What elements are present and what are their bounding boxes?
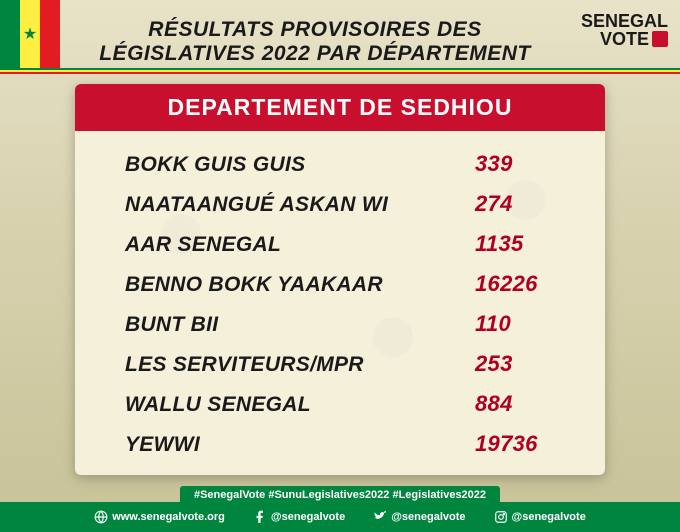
logo-line2-wrap: VOTE: [581, 30, 668, 48]
page-title: RÉSULTATS PROVISOIRES DES LÉGISLATIVES 2…: [70, 18, 560, 66]
result-row: BOKK GUIS GUIS 339: [125, 151, 555, 177]
party-name: BOKK GUIS GUIS: [125, 153, 305, 177]
card-title: DEPARTEMENT DE SEDHIOU: [75, 84, 605, 131]
footer-website-text: www.senegalvote.org: [112, 511, 225, 523]
tricolor-divider: [0, 68, 680, 74]
footer-facebook-text: @senegalvote: [271, 511, 345, 523]
party-name: AAR SENEGAL: [125, 233, 281, 257]
footer-instagram: @senegalvote: [494, 510, 586, 524]
twitter-icon: [373, 510, 387, 524]
party-name: BUNT BII: [125, 313, 218, 337]
vote-count: 16226: [475, 271, 555, 297]
result-row: BENNO BOKK YAAKAAR 16226: [125, 271, 555, 297]
flag-stripe-yellow: ★: [20, 0, 40, 68]
logo-line2: VOTE: [600, 30, 649, 48]
logo-line1: SENEGAL: [581, 12, 668, 30]
results-card: DEPARTEMENT DE SEDHIOU BOKK GUIS GUIS 339…: [75, 84, 605, 475]
result-row: YEWWI 19736: [125, 431, 555, 457]
senegal-flag: ★: [0, 0, 60, 68]
footer-hashtags: #SenegalVote #SunuLegislatives2022 #Legi…: [180, 486, 500, 504]
results-list: BOKK GUIS GUIS 339 NAATAANGUÉ ASKAN WI 274 A…: [75, 131, 605, 475]
vote-count: 884: [475, 391, 555, 417]
instagram-icon: [494, 510, 508, 524]
flag-star-icon: ★: [23, 24, 37, 44]
flag-stripe-green: [0, 0, 20, 68]
result-row: AAR SENEGAL 1135: [125, 231, 555, 257]
vote-count: 339: [475, 151, 555, 177]
flag-stripe-red: [40, 0, 60, 68]
vote-count: 1135: [475, 231, 555, 257]
party-name: LES SERVITEURS/MPR: [125, 353, 364, 377]
vote-count: 274: [475, 191, 555, 217]
footer-instagram-text: @senegalvote: [512, 511, 586, 523]
result-row: LES SERVITEURS/MPR 253: [125, 351, 555, 377]
footer-website: www.senegalvote.org: [94, 510, 225, 524]
party-name: NAATAANGUÉ ASKAN WI: [125, 193, 388, 217]
party-name: WALLU SENEGAL: [125, 393, 311, 417]
vote-count: 110: [475, 311, 555, 337]
footer-twitter-text: @senegalvote: [391, 511, 465, 523]
vote-count: 19736: [475, 431, 555, 457]
facebook-icon: [253, 510, 267, 524]
vote-count: 253: [475, 351, 555, 377]
footer-bar: #SenegalVote #SunuLegislatives2022 #Legi…: [0, 502, 680, 532]
result-row: WALLU SENEGAL 884: [125, 391, 555, 417]
party-name: BENNO BOKK YAAKAAR: [125, 273, 383, 297]
result-row: NAATAANGUÉ ASKAN WI 274: [125, 191, 555, 217]
globe-icon: [94, 510, 108, 524]
footer-twitter: @senegalvote: [373, 510, 465, 524]
brand-logo: SENEGAL VOTE: [581, 12, 668, 48]
result-row: BUNT BII 110: [125, 311, 555, 337]
ballot-box-icon: [652, 31, 668, 47]
party-name: YEWWI: [125, 433, 200, 457]
footer-links: www.senegalvote.org @senegalvote @senega…: [0, 502, 680, 532]
footer-facebook: @senegalvote: [253, 510, 345, 524]
